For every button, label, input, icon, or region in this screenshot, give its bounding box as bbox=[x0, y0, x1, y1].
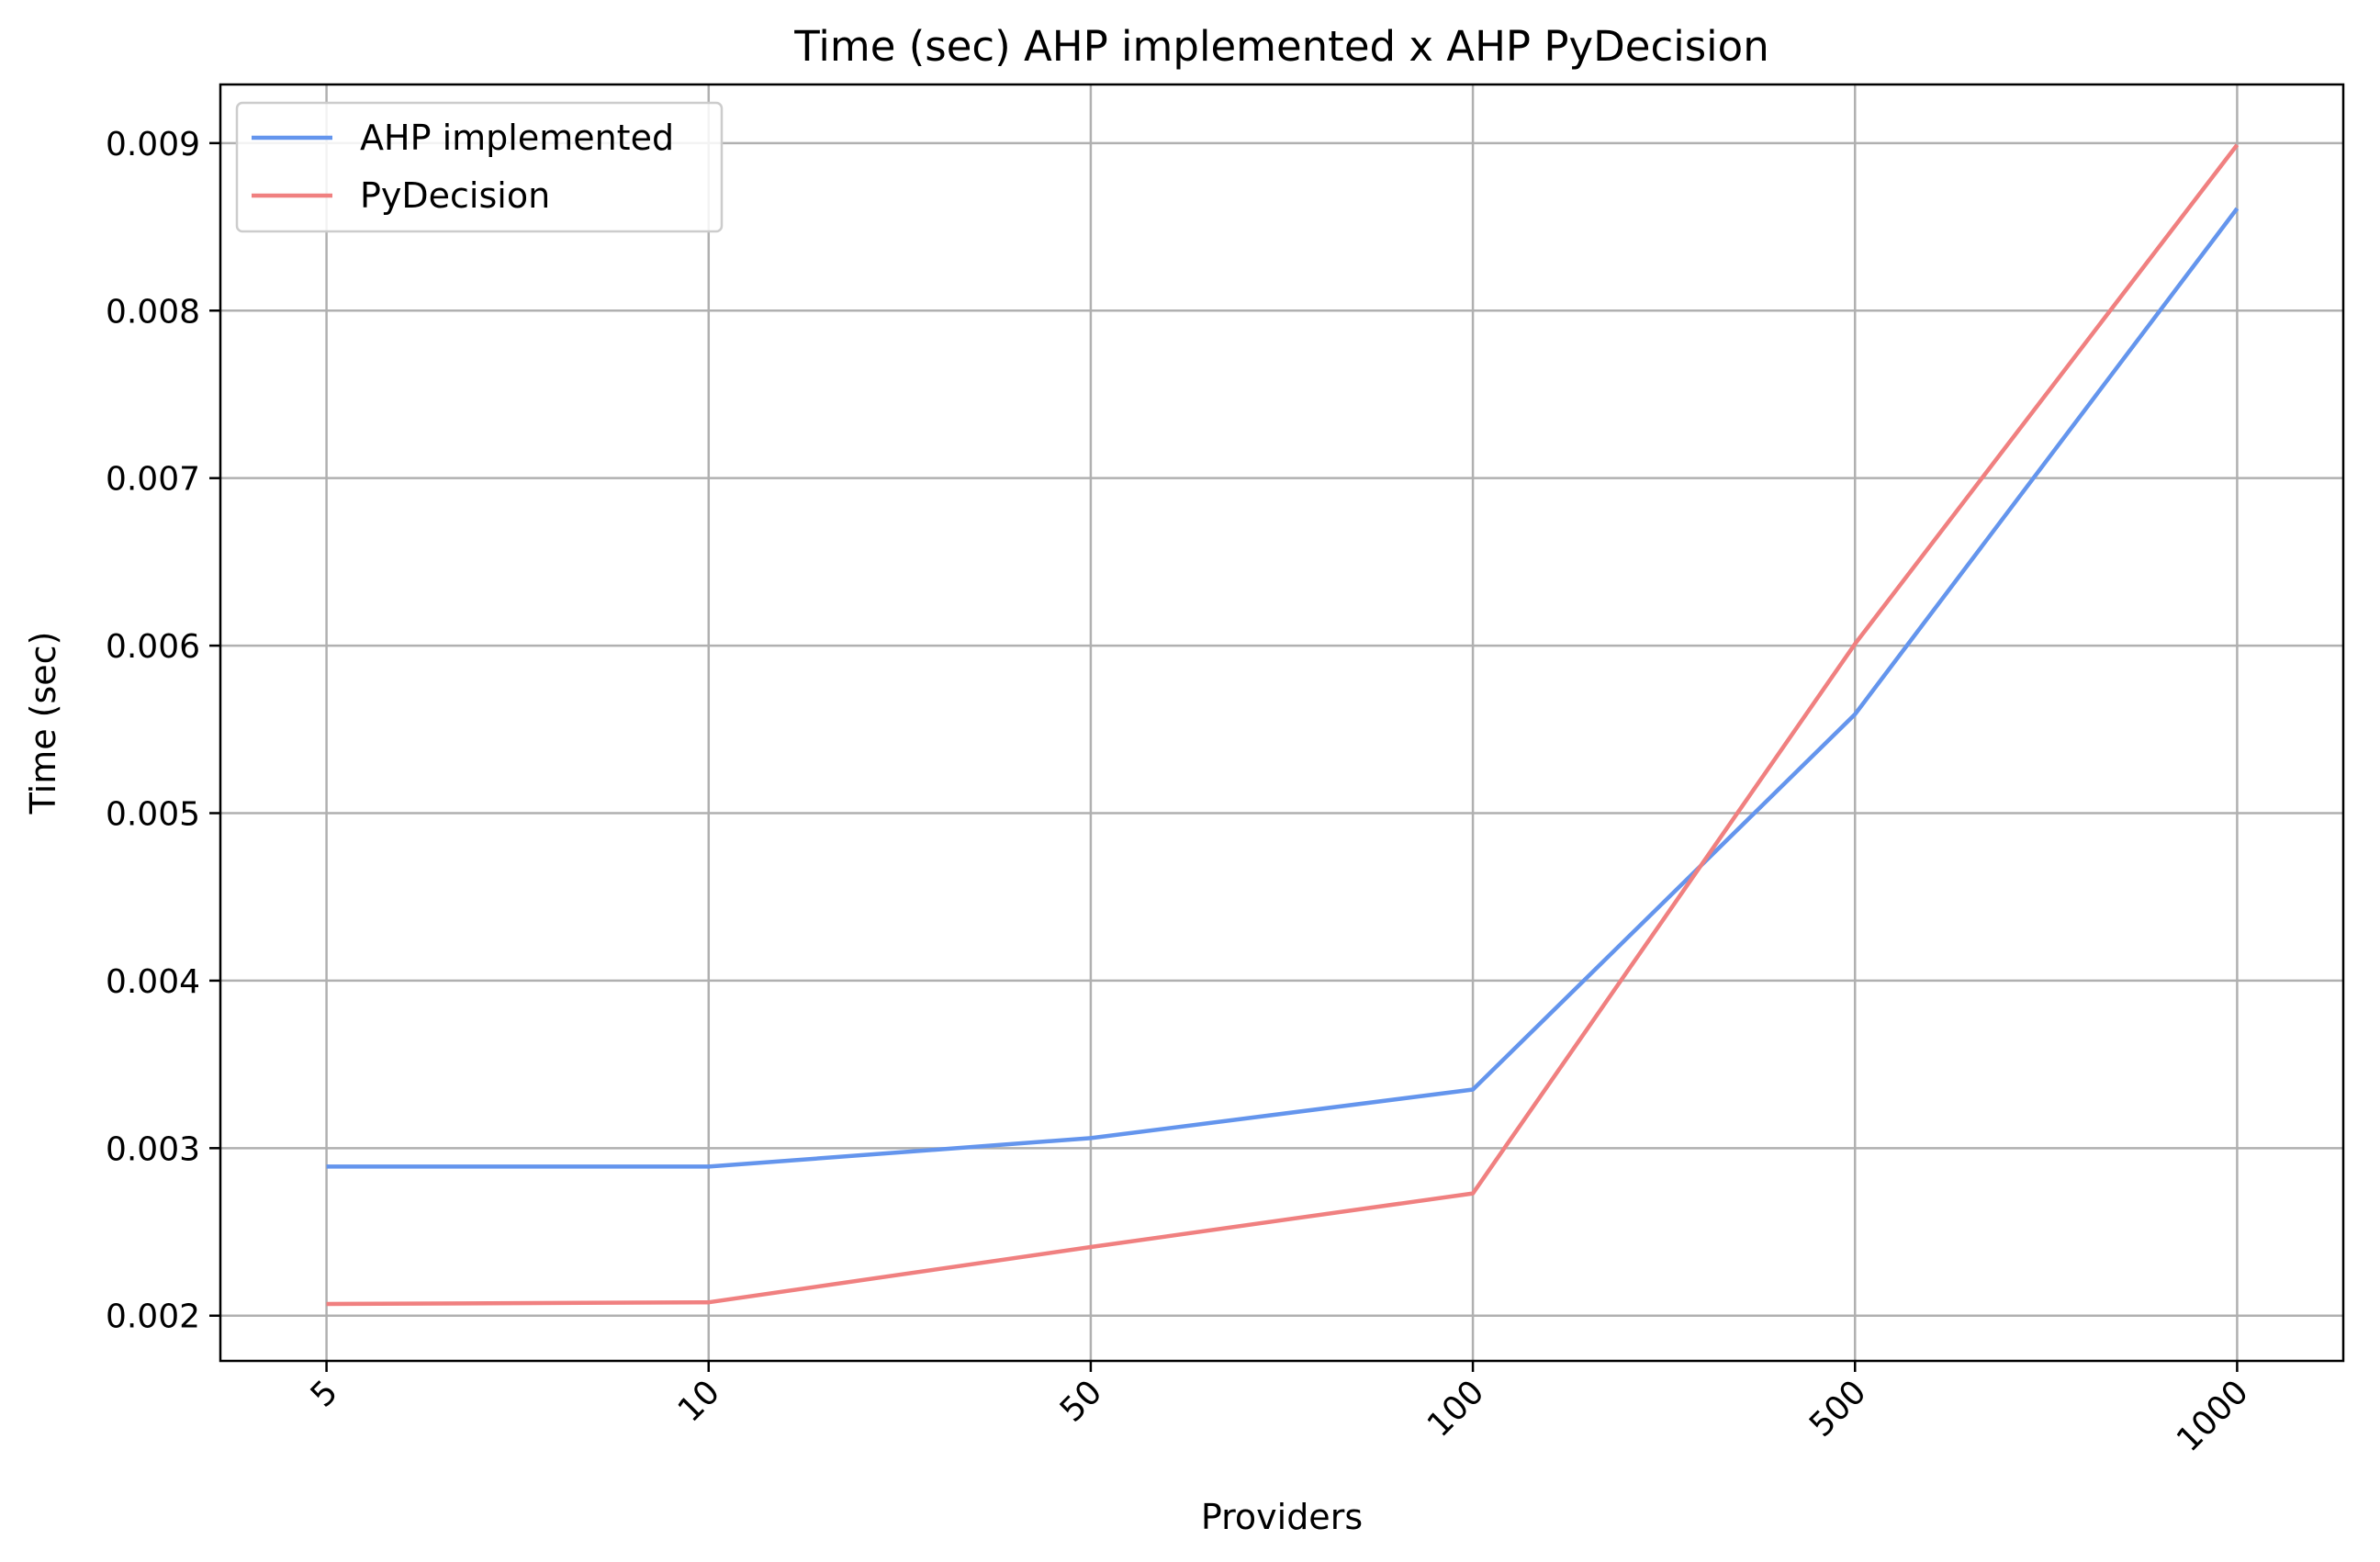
chart-title: Time (sec) AHP implemented x AHP PyDecis… bbox=[793, 22, 1768, 71]
grid bbox=[220, 84, 2343, 1361]
y-tick-label: 0.003 bbox=[106, 1130, 200, 1168]
legend-entry: AHP implemented bbox=[360, 118, 674, 158]
legend: AHP implemented PyDecision bbox=[235, 101, 724, 233]
series-line-pydecision bbox=[326, 143, 2240, 1307]
legend-box bbox=[235, 101, 724, 233]
x-axis-label: Providers bbox=[1201, 1497, 1363, 1537]
y-tick-label: 0.005 bbox=[106, 796, 200, 834]
y-tick-label: 0.009 bbox=[106, 126, 200, 163]
y-tick-label: 0.004 bbox=[106, 963, 200, 1001]
y-tick-label: 0.006 bbox=[106, 628, 200, 666]
series-line-ahp-implemented bbox=[326, 207, 2240, 1169]
y-tick-label: 0.008 bbox=[106, 293, 200, 331]
legend-entry: PyDecision bbox=[360, 175, 550, 216]
y-tick-label: 0.007 bbox=[106, 461, 200, 499]
y-axis-ticks: 0.002 0.003 0.004 0.005 0.006 0.007 0.008 0.009 bbox=[106, 126, 220, 1336]
plot-area-frame bbox=[219, 83, 2345, 1363]
series-lines bbox=[326, 143, 2240, 1307]
y-axis-label: Time (sec) bbox=[23, 632, 63, 815]
y-tick-label: 0.002 bbox=[106, 1298, 200, 1336]
